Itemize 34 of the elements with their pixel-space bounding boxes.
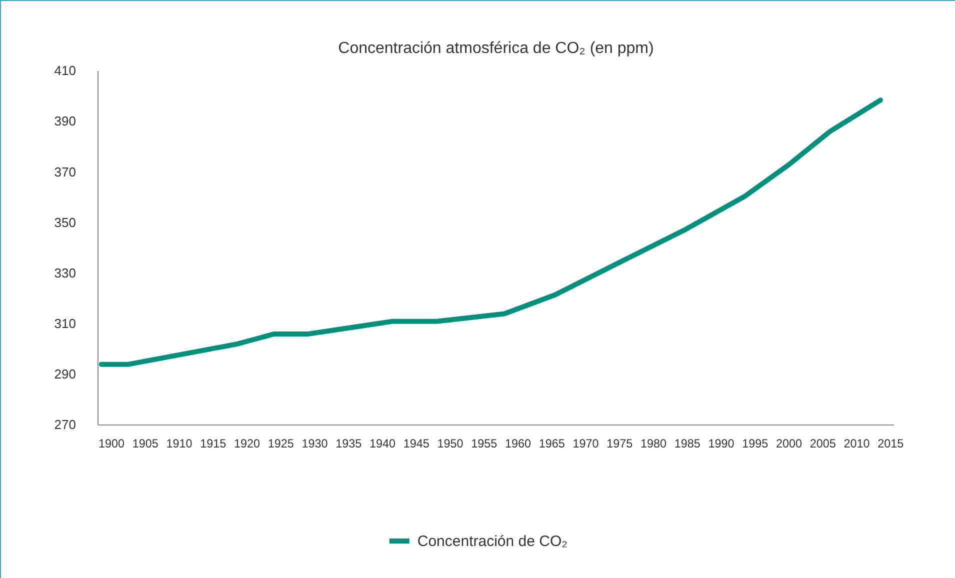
- x-tick-label: 1915: [200, 436, 227, 451]
- y-tick-label: 290: [54, 366, 76, 382]
- x-tick-label: 2000: [776, 436, 803, 451]
- y-tick-label: 390: [54, 114, 76, 129]
- y-tick-label: 410: [54, 63, 76, 78]
- x-tick-label: 1980: [640, 436, 668, 451]
- y-tick-label: 350: [54, 214, 76, 230]
- x-tick-label: 1990: [708, 436, 735, 451]
- x-tick-label: 1905: [132, 436, 160, 451]
- legend-label: Concentración de CO₂: [417, 533, 568, 550]
- x-tick-label: 1975: [606, 436, 634, 451]
- x-tick-label: 1995: [742, 436, 769, 451]
- chart-title: Concentración atmosférica de CO₂ (en ppm): [338, 40, 654, 57]
- x-tick-label: 2015: [878, 436, 904, 451]
- x-tick-label: 1950: [437, 436, 464, 451]
- x-tick-label: 1930: [302, 436, 328, 451]
- x-tick-label: 1940: [370, 436, 396, 451]
- x-tick-label: 1920: [234, 436, 261, 451]
- x-tick-label: 1970: [572, 436, 600, 451]
- x-tick-label: 1960: [505, 436, 532, 451]
- y-tick-label: 270: [54, 417, 76, 432]
- x-tick-label: 2010: [844, 436, 870, 451]
- x-tick-label: 1910: [166, 436, 193, 451]
- x-tick-label: 1925: [268, 436, 295, 451]
- x-tick-label: 1945: [403, 436, 430, 451]
- y-tick-label: 330: [54, 265, 76, 280]
- y-tick-label: 370: [54, 164, 76, 180]
- x-tick-label: 1935: [336, 436, 362, 451]
- x-tick-label: 1900: [98, 436, 126, 451]
- x-tick-label: 1985: [674, 436, 702, 451]
- x-tick-label: 1955: [471, 436, 498, 451]
- x-tick-label: 2005: [810, 436, 837, 451]
- y-tick-label: 310: [54, 316, 76, 332]
- x-tick-label: 1965: [538, 436, 566, 451]
